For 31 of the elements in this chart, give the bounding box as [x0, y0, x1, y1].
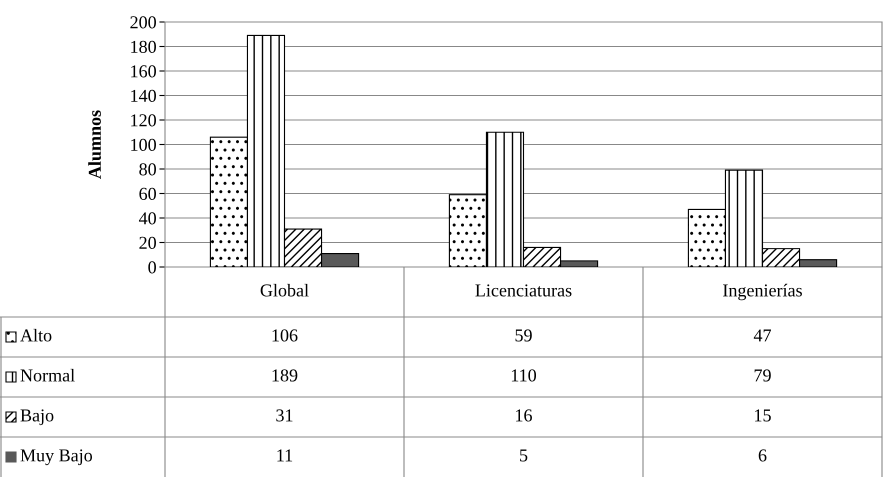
- y-tick-label: 0: [148, 261, 156, 274]
- data-label: 189: [272, 369, 298, 382]
- data-label: 5: [520, 450, 528, 462]
- y-tick-label: 160: [131, 65, 156, 78]
- y-tick-label: 200: [130, 16, 156, 28]
- data-label: 6: [758, 449, 766, 462]
- y-tick-label: 100: [131, 138, 156, 151]
- data-label: 110: [512, 369, 536, 382]
- data-label: 15: [755, 409, 771, 422]
- y-tick-label: 60: [139, 188, 156, 200]
- y-tick-label: 80: [139, 163, 156, 176]
- x-tick-label: Licenciaturas: [475, 284, 572, 297]
- y-tick-label: 180: [131, 40, 156, 53]
- x-tick-label: Global: [260, 284, 309, 297]
- y-tick-label: 120: [131, 114, 156, 126]
- y-tick-label: 20: [139, 236, 156, 249]
- data-label: 106: [272, 329, 298, 342]
- y-axis-title: Alumnos: [88, 110, 101, 179]
- legend-label: Bajo: [20, 409, 54, 426]
- data-label: 47: [754, 329, 772, 342]
- data-label: 79: [754, 369, 771, 382]
- data-label: 11: [277, 449, 292, 462]
- x-tick-label: Ingenierías: [723, 284, 802, 300]
- legend-label: Normal: [20, 368, 75, 382]
- y-tick-label: 140: [131, 90, 156, 102]
- data-label: 16: [516, 409, 532, 422]
- legend-label: Muy Bajo: [20, 449, 92, 466]
- legend-label: Alto: [20, 328, 52, 342]
- y-tick-label: 40: [138, 212, 156, 224]
- data-label: 31: [276, 409, 292, 422]
- data-label: 59: [516, 329, 532, 342]
